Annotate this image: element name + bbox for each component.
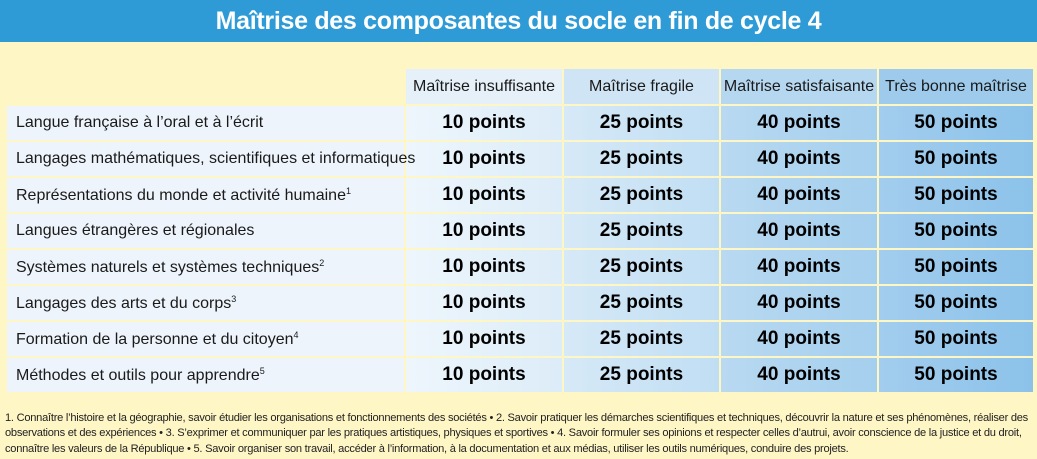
socle-table: Maîtrise insuffisante Maîtrise fragile M…: [7, 69, 1033, 392]
footnote-marker: 4: [293, 329, 299, 340]
row-label-text: Systèmes naturels et systèmes techniques: [16, 258, 320, 276]
row-label-text: Langages mathématiques, scientifiques et…: [16, 150, 416, 167]
points-cell: 10 points: [404, 320, 562, 356]
points-cell: 40 points: [719, 248, 877, 284]
points-cell: 25 points: [562, 248, 719, 284]
footnote-marker: 2: [319, 257, 325, 268]
points-cell: 25 points: [562, 320, 719, 356]
row-label-text: Formation de la personne et du citoyen: [16, 330, 294, 348]
row-label: Méthodes et outils pour apprendre5: [7, 356, 404, 392]
footnote-marker: 5: [259, 365, 265, 376]
row-label: Langages mathématiques, scientifiques et…: [7, 140, 415, 176]
points-cell: 40 points: [719, 104, 877, 140]
points-cell: 50 points: [877, 284, 1033, 320]
table-container: Maîtrise insuffisante Maîtrise fragile M…: [7, 69, 1033, 392]
points-cell: 50 points: [877, 140, 1033, 176]
points-cell: 25 points: [562, 140, 719, 176]
footnotes-text: 1. Connaître l’histoire et la géographie…: [5, 412, 1028, 455]
table-row: Langages des arts et du corps3 10 points 2…: [7, 284, 1033, 320]
points-cell: 40 points: [719, 356, 877, 392]
points-cell: 50 points: [877, 176, 1033, 212]
title-bar: Maîtrise des composantes du socle en fin…: [0, 0, 1037, 42]
table-row: Langue française à l’oral et à l’écrit 10…: [7, 104, 1033, 140]
table-row: Méthodes et outils pour apprendre5 10 poi…: [7, 356, 1033, 392]
points-cell: 10 points: [404, 140, 562, 176]
table-header-row: Maîtrise insuffisante Maîtrise fragile M…: [7, 69, 1033, 104]
points-cell: 10 points: [404, 248, 562, 284]
points-cell: 10 points: [404, 356, 562, 392]
points-cell: 40 points: [719, 284, 877, 320]
header-empty-cell: [7, 69, 404, 104]
row-label-text: Langages des arts et du corps: [16, 294, 232, 312]
footnote-marker: 1: [345, 185, 351, 196]
points-cell: 50 points: [877, 356, 1033, 392]
points-cell: 25 points: [562, 284, 719, 320]
column-header: Très bonne maîtrise: [877, 69, 1033, 104]
table-row: Langages mathématiques, scientifiques et…: [7, 140, 1033, 176]
points-cell: 25 points: [562, 212, 719, 248]
points-cell: 40 points: [719, 140, 877, 176]
points-cell: 50 points: [877, 320, 1033, 356]
row-label: Systèmes naturels et systèmes techniques…: [7, 248, 404, 284]
points-cell: 10 points: [404, 176, 562, 212]
column-header: Maîtrise fragile: [562, 69, 719, 104]
footnote-marker: 3: [231, 293, 237, 304]
table-row: Formation de la personne et du citoyen4 1…: [7, 320, 1033, 356]
column-header: Maîtrise insuffisante: [404, 69, 562, 104]
points-cell: 50 points: [877, 104, 1033, 140]
points-cell: 10 points: [404, 212, 562, 248]
row-label: Langues étrangères et régionales: [7, 212, 404, 248]
row-label: Représentations du monde et activité hum…: [7, 176, 404, 212]
row-label-text: Méthodes et outils pour apprendre: [16, 366, 260, 384]
points-cell: 40 points: [719, 320, 877, 356]
points-cell: 40 points: [719, 212, 877, 248]
row-label: Formation de la personne et du citoyen4: [7, 320, 404, 356]
points-cell: 10 points: [404, 104, 562, 140]
table-row: Systèmes naturels et systèmes techniques…: [7, 248, 1033, 284]
table-row: Langues étrangères et régionales 10 point…: [7, 212, 1033, 248]
page-title: Maîtrise des composantes du socle en fin…: [215, 6, 822, 35]
row-label: Langages des arts et du corps3: [7, 284, 404, 320]
table-row: Représentations du monde et activité hum…: [7, 176, 1033, 212]
points-cell: 25 points: [562, 356, 719, 392]
points-cell: 25 points: [562, 176, 719, 212]
points-cell: 10 points: [404, 284, 562, 320]
points-cell: 40 points: [719, 176, 877, 212]
row-label: Langue française à l’oral et à l’écrit: [7, 104, 404, 140]
column-header: Maîtrise satisfaisante: [719, 69, 877, 104]
row-label-text: Langue française à l’oral et à l’écrit: [16, 114, 264, 131]
points-cell: 50 points: [877, 248, 1033, 284]
row-label-text: Langues étrangères et régionales: [16, 222, 255, 239]
points-cell: 25 points: [562, 104, 719, 140]
row-label-text: Représentations du monde et activité hum…: [16, 186, 346, 204]
footnotes: 1. Connaître l’histoire et la géographie…: [5, 411, 1035, 457]
points-cell: 50 points: [877, 212, 1033, 248]
